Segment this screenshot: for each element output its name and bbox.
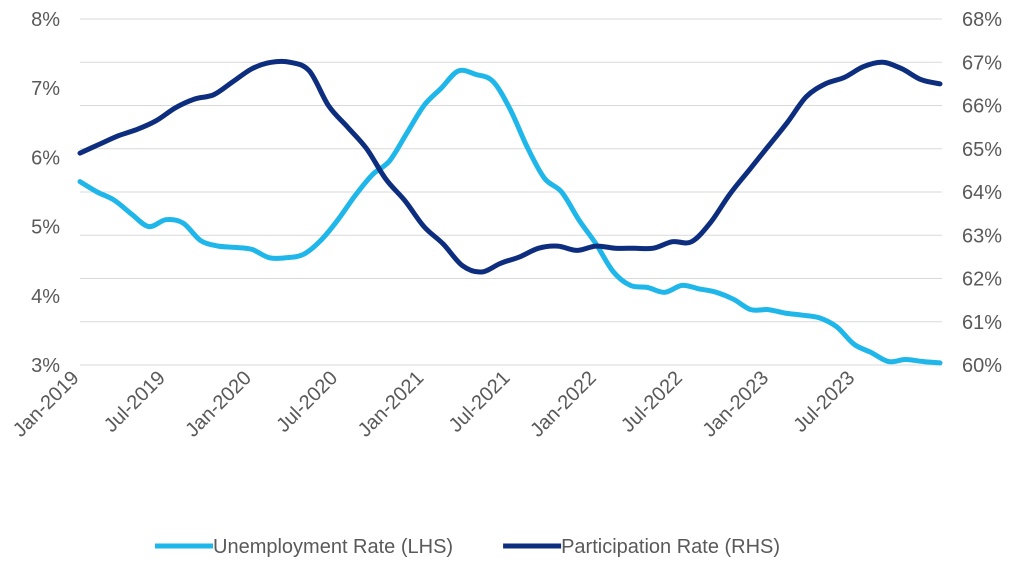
left-tick-label: 3%	[31, 355, 60, 377]
right-tick-label: 66%	[962, 96, 1002, 118]
x-tick-label: Jul-2021	[445, 367, 515, 437]
x-tick-label: Jul-2020	[272, 367, 342, 437]
series-line-2	[77, 58, 943, 275]
right-tick-label: 64%	[962, 182, 1002, 204]
series-line-1	[77, 67, 943, 366]
left-axis-ticks: 3% 4% 5% 6% 7% 8%	[31, 9, 60, 377]
legend: Unemployment Rate (LHS) Participation Rat…	[155, 536, 780, 558]
right-tick-label: 63%	[962, 225, 1002, 247]
right-axis-ticks: 60% 61% 62% 63% 64% 65% 66% 67% 68%	[962, 9, 1002, 377]
x-tick-label: Jan-2020	[181, 367, 256, 442]
legend-label: Participation Rate (RHS)	[561, 536, 780, 558]
right-tick-label: 65%	[962, 139, 1002, 161]
right-tick-label: 60%	[962, 355, 1002, 377]
series-lines	[77, 58, 943, 366]
right-tick-label: 68%	[962, 9, 1002, 31]
right-tick-label: 61%	[962, 312, 1002, 334]
right-tick-label: 62%	[962, 269, 1002, 291]
x-axis-ticks: Jan-2019 Jul-2019 Jan-2020 Jul-2020 Jan-2021…	[9, 367, 859, 442]
x-tick-label: Jul-2019	[100, 367, 170, 437]
legend-label: Unemployment Rate (LHS)	[213, 536, 453, 558]
left-tick-label: 7%	[31, 78, 60, 100]
left-tick-label: 6%	[31, 147, 60, 169]
x-tick-label: Jan-2019	[9, 367, 84, 442]
x-tick-label: Jan-2022	[526, 367, 601, 442]
x-tick-label: Jul-2023	[790, 367, 860, 437]
left-tick-label: 5%	[31, 217, 60, 239]
x-tick-label: Jan-2023	[699, 367, 774, 442]
x-tick-label: Jul-2022	[617, 367, 687, 437]
left-tick-label: 8%	[31, 9, 60, 31]
right-tick-label: 67%	[962, 52, 1002, 74]
left-tick-label: 4%	[31, 286, 60, 308]
x-tick-label: Jan-2021	[354, 367, 429, 442]
gridlines	[80, 18, 942, 366]
